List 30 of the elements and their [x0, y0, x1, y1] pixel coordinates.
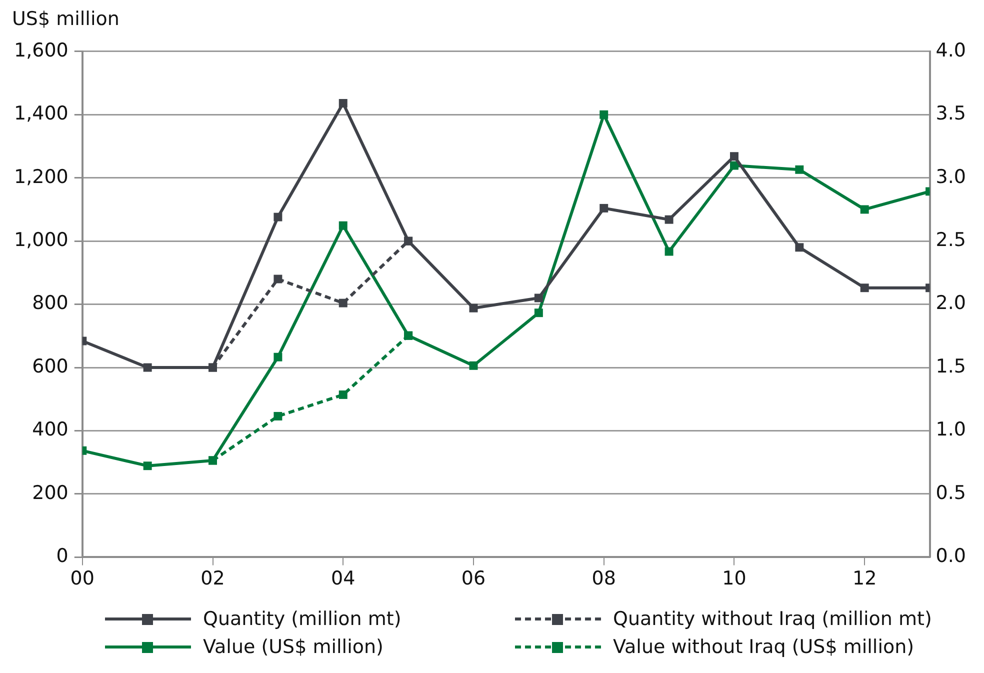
x-tick-label: 02 — [200, 568, 225, 590]
y2-tick-label: 3.0 — [936, 166, 966, 188]
y2-tick-label: 3.5 — [936, 102, 966, 125]
y2-tick-label: 0.0 — [936, 545, 966, 568]
y-tick-label: 1,000 — [14, 229, 68, 252]
y2-tick-label: 0.5 — [936, 482, 966, 504]
y2-tick-label: 2.0 — [936, 292, 966, 314]
x-tick-label: 12 — [852, 568, 877, 590]
x-tick-label: 06 — [461, 568, 486, 590]
x-tick-label: 00 — [70, 568, 94, 590]
y2-tick-label: 1.5 — [936, 355, 966, 378]
y-axis-title: US$ million — [11, 8, 120, 32]
y-tick-label: 1,400 — [14, 102, 68, 125]
x-tick-label: 10 — [722, 568, 746, 590]
y2-tick-label: 2.5 — [936, 229, 966, 252]
y-tick-label: 1,600 — [14, 39, 68, 62]
legend-label: Value (US$ million) — [203, 636, 384, 658]
y-tick-label: 400 — [32, 418, 68, 441]
y-tick-label: 1,200 — [14, 166, 68, 188]
x-tick-label: 08 — [592, 568, 616, 590]
y2-tick-label: 4.0 — [936, 39, 966, 62]
legend-label: Quantity without Iraq (million mt) — [613, 608, 932, 630]
x-tick-label: 04 — [331, 568, 356, 590]
y-tick-label: 200 — [32, 482, 68, 504]
legend-label: Quantity (million mt) — [203, 608, 402, 630]
y-tick-label: 600 — [32, 355, 68, 378]
y2-tick-label: 1.0 — [936, 418, 966, 441]
legend-label: Value without Iraq (US$ million) — [613, 636, 914, 658]
y-tick-label: 0 — [56, 545, 68, 568]
y-tick-label: 800 — [32, 292, 68, 314]
